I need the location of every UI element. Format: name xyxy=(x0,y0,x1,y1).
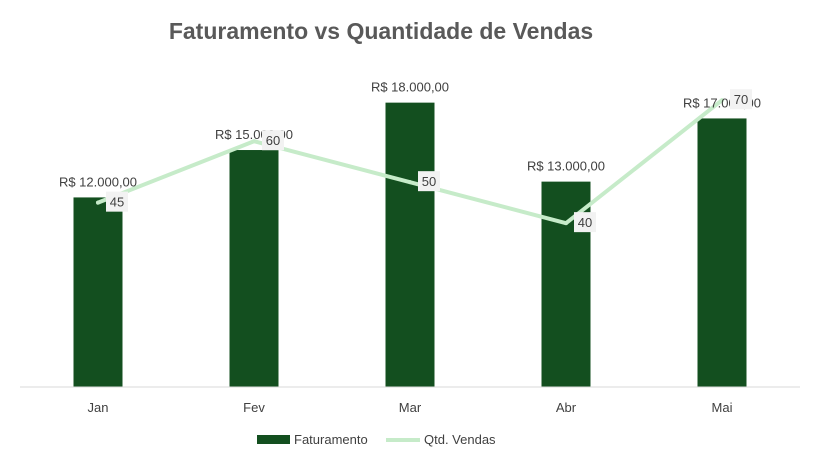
ticks-layer: Jan Fev Mar Abr Mai xyxy=(88,400,733,415)
legend-label-faturamento: Faturamento xyxy=(294,432,368,447)
legend-label-qtd-vendas: Qtd. Vendas xyxy=(424,432,496,447)
bar-fev xyxy=(229,150,279,387)
x-tick-label: Abr xyxy=(556,400,577,415)
legend-swatch-faturamento xyxy=(257,435,290,444)
line-data-label-box xyxy=(418,171,440,192)
line-data-label-box xyxy=(574,212,596,233)
legend: Faturamento Qtd. Vendas xyxy=(257,432,496,447)
line-point xyxy=(720,98,724,103)
line-point xyxy=(96,200,100,205)
line-data-label-box xyxy=(106,191,128,212)
bar-mar xyxy=(385,102,435,387)
bar-jan xyxy=(73,197,123,387)
line-data-label: 45 xyxy=(110,195,124,210)
line-data-label-box xyxy=(262,130,284,151)
line-layer xyxy=(96,98,724,226)
bar-data-label: R$ 12.000,00 xyxy=(59,174,137,189)
x-tick-label: Mai xyxy=(712,400,733,415)
x-tick-label: Mar xyxy=(399,400,422,415)
x-tick-label: Fev xyxy=(243,400,265,415)
bar-data-label: R$ 13.000,00 xyxy=(527,159,605,174)
labels-layer: R$ 12.000,00R$ 15.000,00R$ 18.000,00R$ 1… xyxy=(59,80,761,233)
bars-layer xyxy=(73,102,747,388)
line-data-label: 70 xyxy=(734,92,748,107)
line-data-label-box xyxy=(730,89,752,110)
line-point xyxy=(408,180,412,185)
line-point xyxy=(564,221,568,226)
bar-data-label: R$ 18.000,00 xyxy=(371,80,449,95)
line-data-label: 60 xyxy=(266,133,280,148)
line-data-label: 50 xyxy=(422,174,436,189)
x-tick-label: Jan xyxy=(88,400,109,415)
chart-title: Faturamento vs Quantidade de Vendas xyxy=(169,18,593,44)
bar-mai xyxy=(697,118,747,388)
line-data-label: 40 xyxy=(578,215,592,230)
line-point xyxy=(252,139,256,144)
